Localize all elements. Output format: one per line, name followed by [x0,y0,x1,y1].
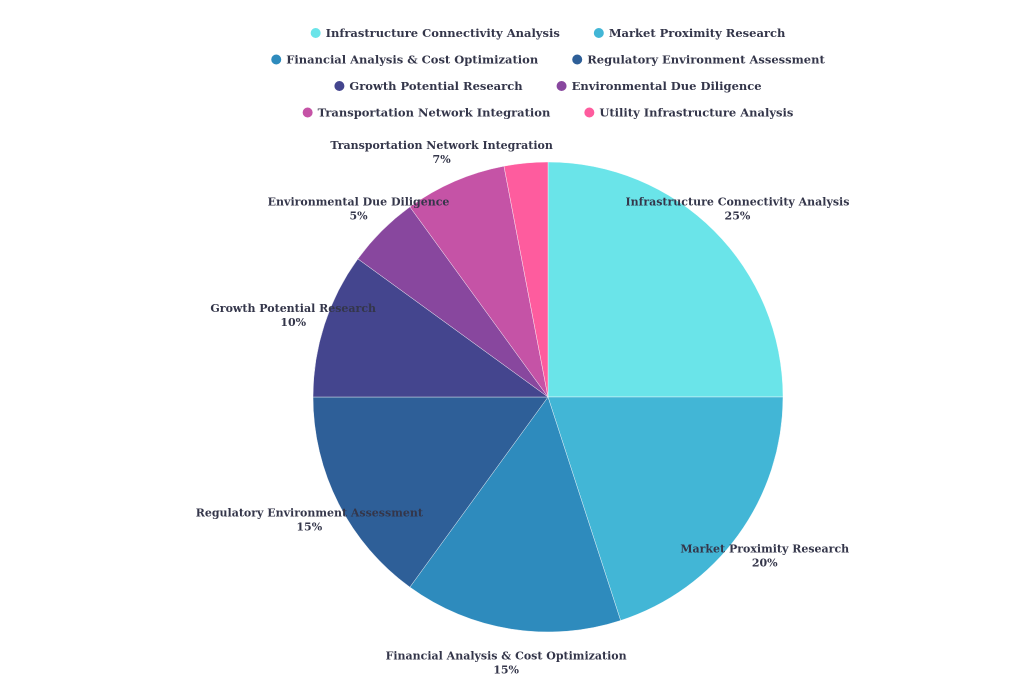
legend-item-market-proximity-research[interactable]: Market Proximity Research [593,26,786,40]
legend-item-transportation-network-integration[interactable]: Transportation Network Integration [302,106,551,120]
slice-utility-infrastructure-analysis[interactable] [503,161,549,398]
legend-label: Environmental Due Diligence [572,79,762,93]
slice-label-market-proximity-research: Market Proximity Research [680,542,849,555]
legend-label: Infrastructure Connectivity Analysis [326,26,560,40]
legend-marker [556,81,567,91]
legend-marker [584,107,595,118]
legend-marker [572,54,583,65]
legend-item-utility-infrastructure-analysis[interactable]: Utility Infrastructure Analysis [584,106,793,120]
slice-value-financial-analysis-and-cost-optimization: 15% [493,664,519,677]
legend-item-infrastructure-connectivity-analysis[interactable]: Infrastructure Connectivity Analysis [310,26,560,40]
legend-item-growth-potential-research[interactable]: Growth Potential Research [334,79,523,93]
slice-value-transportation-network-integration: 7% [433,153,452,166]
legend: Infrastructure Connectivity Analysis Mark… [271,26,825,120]
slice-label-growth-potential-research: Growth Potential Research [210,302,376,315]
slice-market-proximity-research[interactable] [547,396,784,621]
slice-growth-potential-research[interactable] [312,258,549,398]
slice-financial-analysis-and-cost-optimization[interactable] [409,396,621,633]
legend-item-regulatory-environment-assessment[interactable]: Regulatory Environment Assessment [572,53,825,67]
slice-value-environmental-due-diligence: 5% [350,210,369,223]
legend-label: Regulatory Environment Assessment [587,53,825,67]
slice-value-growth-potential-research: 10% [280,316,306,329]
legend-marker [334,81,345,91]
legend-label: Growth Potential Research [349,79,523,93]
legend-marker [593,28,604,38]
legend-label: Market Proximity Research [609,26,786,40]
legend-marker [310,28,321,38]
legend-item-financial-analysis-and-cost-optimization[interactable]: Financial Analysis & Cost Optimization [271,53,539,67]
legend-marker [271,54,282,65]
pie-slices [312,161,784,633]
slice-regulatory-environment-assessment[interactable] [312,396,549,588]
legend-label: Transportation Network Integration [318,106,551,120]
slice-transportation-network-integration[interactable] [409,165,549,398]
legend-label: Financial Analysis & Cost Optimization [286,53,539,67]
slice-infrastructure-connectivity-analysis[interactable] [547,161,784,398]
legend-item-environmental-due-diligence[interactable]: Environmental Due Diligence [556,79,762,93]
slice-value-infrastructure-connectivity-analysis: 25% [725,210,751,223]
slice-label-transportation-network-integration: Transportation Network Integration [330,139,553,152]
slice-label-financial-analysis-and-cost-optimization: Financial Analysis & Cost Optimization [386,650,627,663]
legend-label: Utility Infrastructure Analysis [599,106,793,120]
slice-value-regulatory-environment-assessment: 15% [296,521,322,534]
slice-label-environmental-due-diligence: Environmental Due Diligence [268,196,450,209]
slice-label-regulatory-environment-assessment: Regulatory Environment Assessment [196,507,424,520]
slice-label-infrastructure-connectivity-analysis: Infrastructure Connectivity Analysis [625,196,849,209]
legend-marker [302,107,313,118]
slice-value-market-proximity-research: 20% [752,556,778,569]
